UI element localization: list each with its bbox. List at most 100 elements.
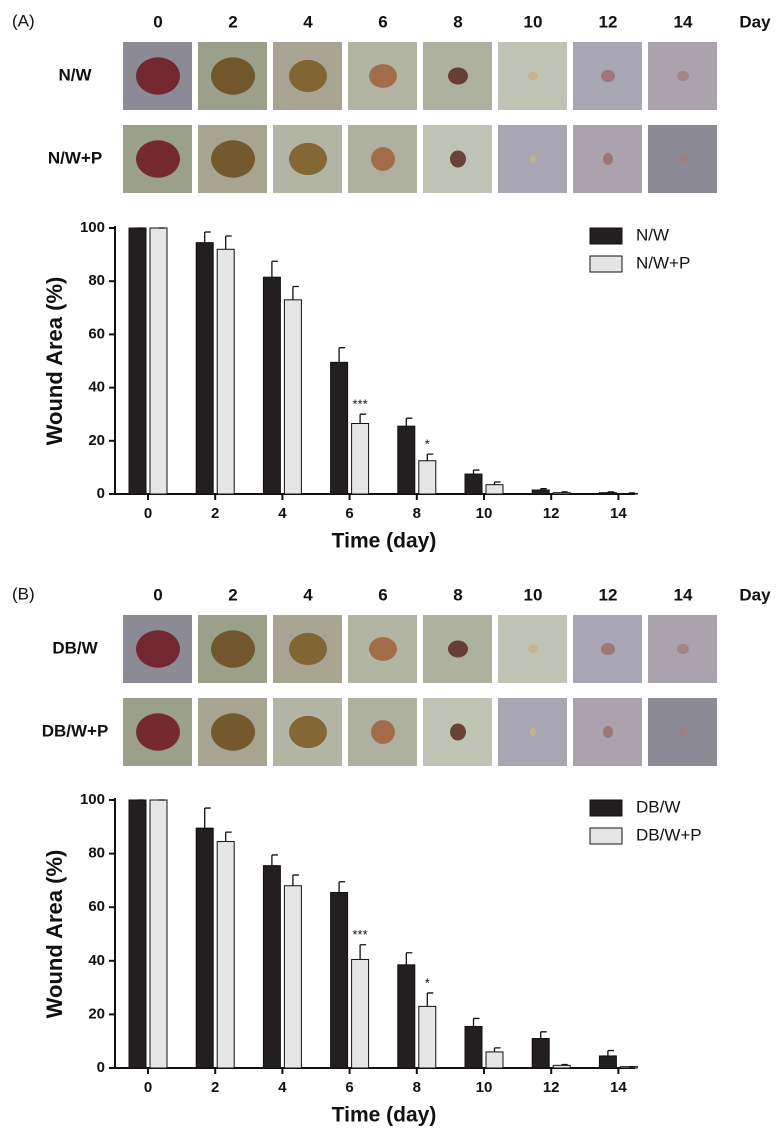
photo-day-label: 8: [453, 12, 462, 31]
error-bar: [405, 417, 413, 427]
x-axis-title: Time (day): [332, 530, 437, 553]
wound: [450, 723, 466, 741]
significance-label: ***: [353, 397, 368, 412]
y-tick-label: 80: [88, 272, 105, 289]
wound: [601, 643, 615, 655]
photo-day-label: 14: [674, 12, 693, 31]
error-bar: [426, 453, 434, 461]
y-axis-title: Wound Area (%): [42, 277, 67, 446]
bar: [464, 473, 483, 495]
photo-day-label: 0: [153, 12, 162, 31]
legend-swatch: [589, 227, 623, 245]
wound: [679, 726, 687, 738]
wound: [289, 142, 327, 176]
x-tick-label: 10: [476, 1079, 493, 1096]
wound: [448, 67, 468, 85]
photo-row-label: DB/W: [52, 638, 98, 657]
x-tick-label: 8: [413, 505, 421, 522]
wound: [136, 713, 180, 751]
photo-day-label: 6: [378, 12, 387, 31]
bar: [195, 827, 214, 1069]
bar: [330, 891, 349, 1069]
error-bar: [225, 235, 232, 250]
wound: [369, 637, 397, 661]
bar: [464, 1025, 483, 1069]
bar: [195, 242, 214, 495]
legend-swatch: [589, 827, 623, 845]
photo-axis-label: Day: [739, 12, 771, 31]
legend-swatch: [589, 799, 623, 817]
wound: [528, 71, 538, 81]
x-tick-label: 2: [211, 505, 219, 522]
photo-day-label: 12: [599, 12, 618, 31]
photo-day-label: 10: [524, 585, 543, 604]
wound: [289, 632, 327, 666]
bar: [552, 492, 571, 495]
photo-day-label: 2: [228, 585, 237, 604]
bar: [330, 361, 349, 495]
wound: [211, 630, 255, 668]
photo-row-label: N/W: [58, 65, 92, 84]
x-tick-label: 12: [543, 505, 560, 522]
error-bar: [540, 1031, 547, 1039]
bar: [262, 276, 281, 495]
bar: [283, 299, 302, 495]
photo-day-label: 4: [303, 585, 313, 604]
error-bar: [493, 1047, 501, 1052]
bar: [283, 885, 302, 1069]
legend-label: N/W+P: [636, 253, 690, 272]
x-tick-label: 6: [345, 1079, 353, 1096]
bar: [397, 964, 416, 1069]
bar: [598, 492, 617, 495]
y-tick-label: 20: [88, 1005, 105, 1022]
wound: [211, 140, 255, 178]
bar: [418, 460, 437, 495]
wound: [530, 154, 536, 164]
error-bar: [472, 469, 480, 475]
y-tick-label: 40: [88, 952, 105, 969]
photo-day-label: 10: [524, 12, 543, 31]
bar: [531, 1038, 550, 1069]
error-bar: [628, 492, 635, 494]
photo-day-label: 4: [303, 12, 313, 31]
wound: [601, 70, 615, 82]
photo-row-label: N/W+P: [48, 148, 102, 167]
wound: [603, 726, 613, 738]
x-axis-title: Time (day): [332, 1104, 437, 1127]
photo-day-label: 14: [674, 585, 693, 604]
bar: [552, 1064, 571, 1069]
photo-row-label: DB/W+P: [42, 721, 109, 740]
x-tick-label: 4: [278, 505, 287, 522]
wound: [603, 153, 613, 165]
x-tick-label: 0: [144, 505, 152, 522]
wound: [211, 57, 255, 95]
wound: [211, 713, 255, 751]
panel: (B) 0 2 4 6 8 10 12 14 Day DB/W DB/W+P 0 20 40 60 80 100 0…: [12, 584, 771, 1126]
error-bar: [561, 491, 568, 493]
wound: [450, 150, 466, 168]
y-tick-label: 80: [88, 845, 105, 862]
significance-label: *: [425, 437, 430, 452]
error-bar: [292, 285, 299, 300]
error-bar: [472, 1017, 480, 1027]
photo-day-label: 2: [228, 12, 237, 31]
bar: [216, 841, 235, 1069]
error-bar: [271, 854, 278, 866]
wound: [677, 70, 689, 82]
error-bar: [204, 231, 211, 243]
wound: [369, 64, 397, 88]
error-bar: [405, 952, 413, 965]
error-bar: [204, 807, 211, 829]
panel: (A) 0 2 4 6 8 10 12 14 Day N/W N/W+P 0 20 40 60 80 100 0 2 4…: [12, 11, 771, 552]
significance-label: ***: [353, 927, 368, 942]
error-bar: [607, 491, 614, 493]
bar: [531, 489, 550, 495]
photo-day-label: 6: [378, 585, 387, 604]
error-bar: [561, 1063, 568, 1066]
photo-axis-label: Day: [739, 585, 771, 604]
x-tick-label: 12: [543, 1079, 560, 1096]
y-tick-label: 0: [97, 1059, 105, 1076]
y-tick-label: 60: [88, 898, 105, 915]
error-bar: [493, 481, 501, 485]
